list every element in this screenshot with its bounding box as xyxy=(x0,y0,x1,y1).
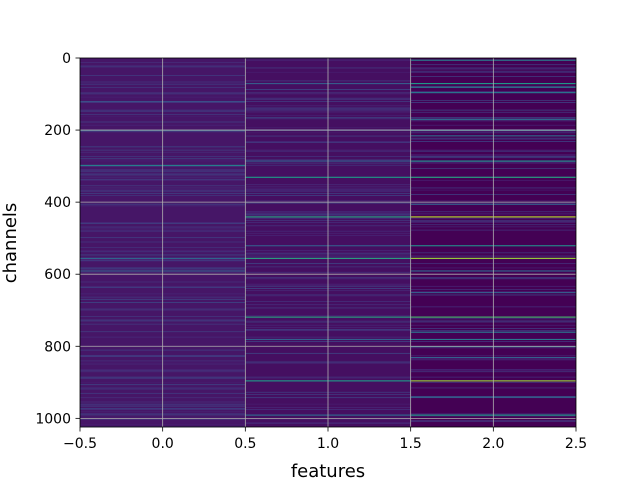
y-tick-label: 400 xyxy=(44,195,71,211)
y-tick-label: 800 xyxy=(44,339,71,355)
x-tick-label: 2.0 xyxy=(482,436,504,452)
x-tick-label: 2.5 xyxy=(565,436,587,452)
x-axis-label: features xyxy=(291,461,365,480)
x-tick-label: 1.5 xyxy=(400,436,422,452)
y-axis: 0 200 400 600 800 1000 xyxy=(35,51,80,427)
y-tick-label: 1000 xyxy=(35,411,71,427)
y-axis-label: channels xyxy=(0,203,21,284)
grid-lines xyxy=(80,58,576,427)
y-tick-label: 600 xyxy=(44,267,71,283)
y-tick-label: 200 xyxy=(44,123,71,139)
x-tick-label: 1.0 xyxy=(317,436,339,452)
y-tick-label: 0 xyxy=(62,51,71,67)
x-tick-label: −0.5 xyxy=(63,436,97,452)
x-tick-label: 0.0 xyxy=(152,436,174,452)
x-axis: −0.5 0.0 0.5 1.0 1.5 2.0 2.5 xyxy=(63,427,587,452)
x-tick-label: 0.5 xyxy=(234,436,256,452)
